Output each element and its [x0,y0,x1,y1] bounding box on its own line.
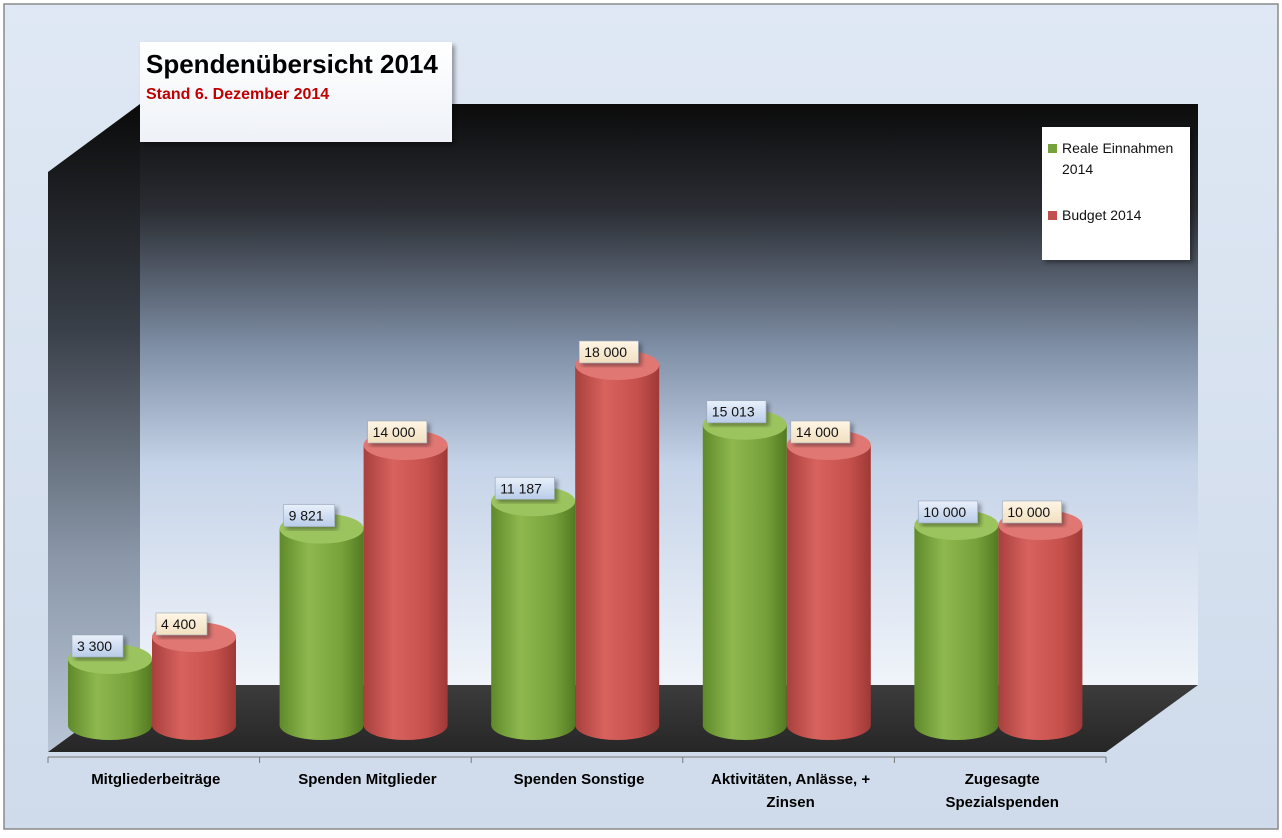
category-label-4: Zugesagte Spezialspenden [946,771,1059,811]
bar-body [575,365,660,741]
value-label-reale-0: 3 300 [71,634,124,658]
value-label-box [918,500,978,524]
value-label-box [283,504,335,527]
bar-reale-1 [279,513,364,741]
value-label-budget-0: 4 400 [155,612,208,636]
legend-item-budget: Budget 2014 [1048,207,1142,223]
bar-body [914,525,999,741]
legend-box [1042,127,1190,260]
value-label-box [155,612,208,636]
bar-body [279,528,364,741]
value-label-text: 3 300 [77,638,112,654]
value-label-box [578,340,639,364]
bar-reale-3 [702,409,787,741]
legend: Reale Einnahmen 2014 Budget 2014 [1042,127,1190,260]
legend-label: Reale Einnahmen 2014 [1062,140,1173,177]
bar-body [786,445,871,741]
category-label-1: Spenden Mitglieder [298,771,437,788]
legend-swatch [1048,211,1057,220]
side-wall [48,104,140,752]
value-label-box [706,400,767,424]
bar-body [152,637,236,740]
value-label-box [790,420,851,444]
value-label-reale-4: 10 000 [918,500,978,524]
value-label-text: 11 187 [500,480,542,496]
value-label-text: 10 000 [1007,504,1050,520]
bar-body [68,659,152,740]
category-label-3: Aktivitäten, Anlässe, + Zinsen [711,771,870,811]
value-label-reale-1: 9 821 [283,504,335,527]
bar-reale-4 [914,510,999,741]
bar-budget-3 [786,430,871,741]
value-label-text: 4 400 [161,616,196,632]
value-labels: 3 300 4 400 9 821 14 000 11 187 18 000 15 013 1… [71,340,1062,658]
value-label-budget-3: 14 000 [790,420,851,444]
bar-budget-1 [363,430,448,741]
value-label-budget-2: 18 000 [578,340,639,364]
value-label-text: 14 000 [373,424,416,440]
bar-budget-4 [998,510,1083,741]
category-label-2: Spenden Sonstige [514,771,645,788]
value-label-reale-3: 15 013 [706,400,767,424]
value-label-box [494,476,555,500]
legend-label: Budget 2014 [1062,207,1142,223]
value-label-text: 15 013 [712,404,755,420]
value-label-budget-4: 10 000 [1002,500,1062,524]
legend-item-reale: Reale Einnahmen 2014 [1048,140,1173,177]
bar-budget-0 [152,622,236,740]
value-label-budget-1: 14 000 [367,420,428,444]
value-label-text: 10 000 [923,504,966,520]
bar-body [998,525,1083,741]
bar-body [363,445,448,741]
value-label-text: 9 821 [289,508,324,524]
value-label-box [367,420,428,444]
value-label-text: 18 000 [584,344,627,360]
category-labels: Mitgliederbeiträge Spenden Mitglieder Spen… [91,771,1059,811]
chart-title: Spendenübersicht 2014 [146,49,438,79]
value-label-box [71,634,124,658]
chart-subtitle: Stand 6. Dezember 2014 [146,86,329,103]
title-box: Spendenübersicht 2014 Stand 6. Dezember … [140,42,452,142]
bar-body [702,424,787,741]
value-label-box [1002,500,1062,524]
value-label-reale-2: 11 187 [494,476,555,500]
category-label-0: Mitgliederbeiträge [91,771,220,788]
bar-reale-2 [491,486,576,741]
x-axis-ticks [47,757,1107,763]
legend-swatch [1048,144,1057,153]
bar-reale-0 [68,644,152,740]
value-label-text: 14 000 [796,424,839,440]
bar-body [491,501,576,741]
bar-budget-2 [575,350,660,741]
